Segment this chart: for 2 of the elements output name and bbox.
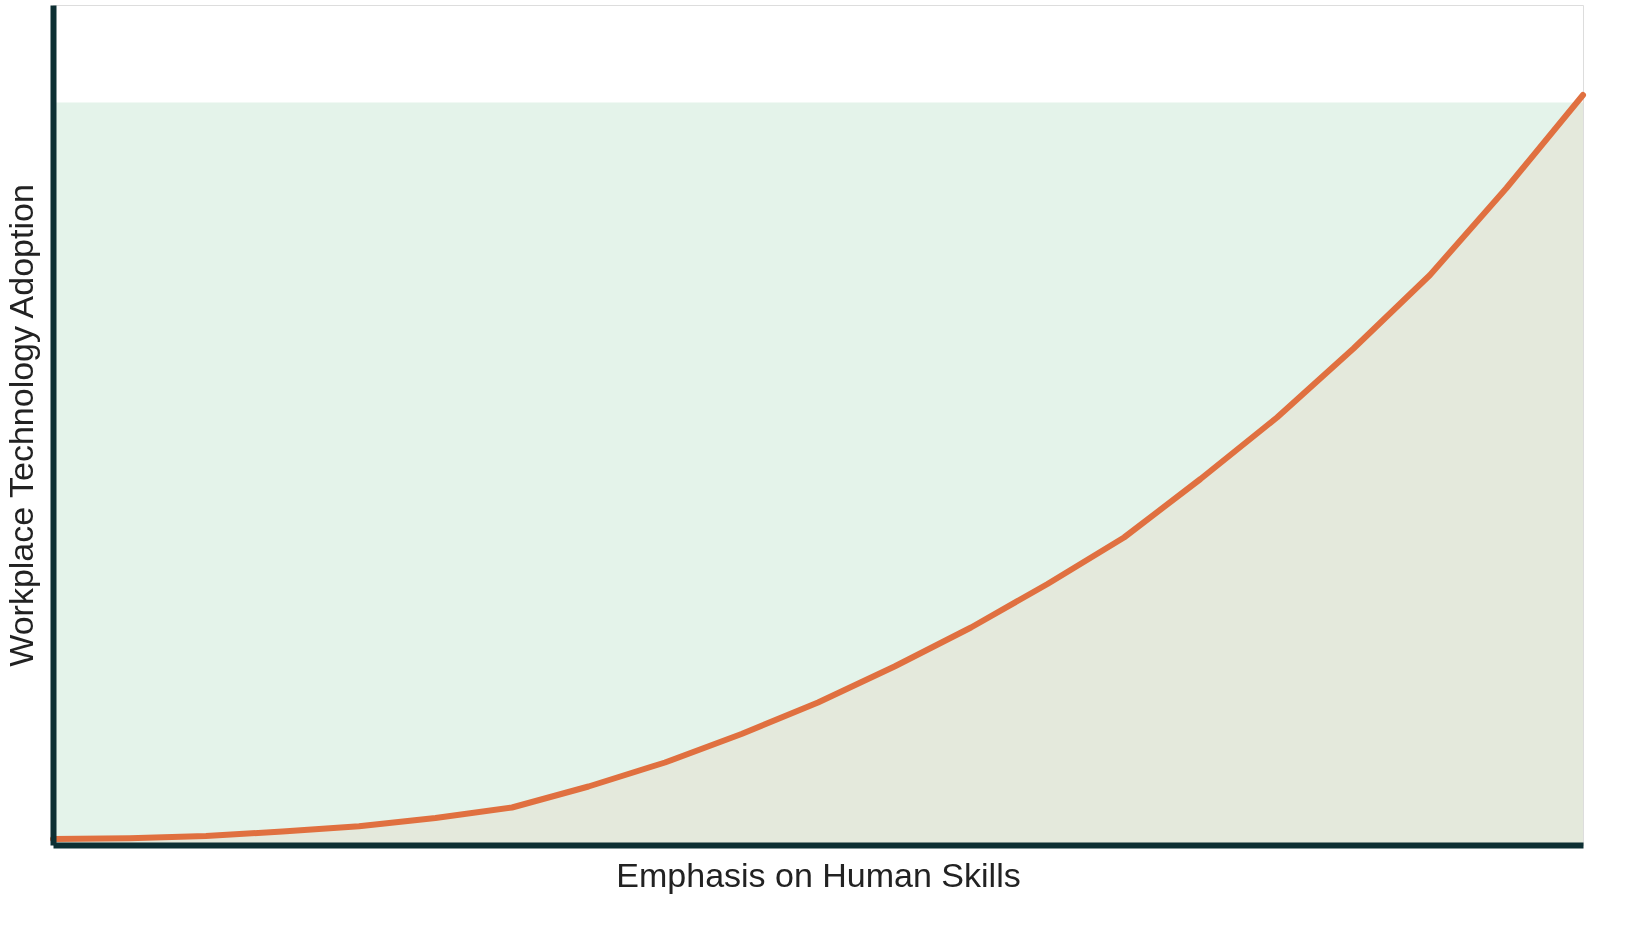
x-axis-title: Emphasis on Human Skills xyxy=(616,855,1021,894)
y-axis-title: Workplace Technology Adoption xyxy=(1,184,40,667)
